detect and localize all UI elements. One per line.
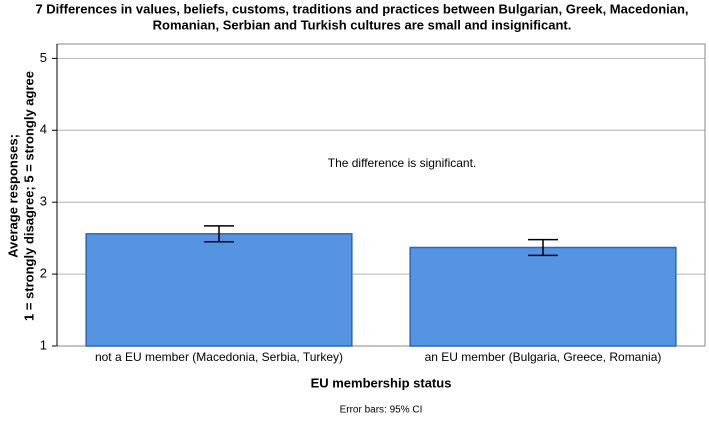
error-bar	[204, 225, 234, 243]
y-axis-title-line: Average responses;	[5, 134, 20, 258]
y-tick-label: 4	[40, 122, 47, 137]
y-axis-title-line: 1 = strongly disagree; 5 = strongly agre…	[21, 71, 36, 321]
bar	[409, 246, 677, 347]
x-tick-label: an EU member (Bulgaria, Greece, Romania)	[425, 350, 662, 364]
footnote: Error bars: 95% CI	[340, 405, 423, 416]
y-axis-title: Average responses; 1 = strongly disagree…	[5, 71, 36, 321]
y-tick-label: 1	[40, 337, 47, 352]
chart-title: Romanian, Serbian and Turkish cultures a…	[153, 17, 572, 32]
y-tick-label: 3	[40, 194, 47, 209]
annotation: The difference is significant.	[328, 156, 477, 170]
bar	[85, 233, 353, 347]
y-tick-label: 2	[40, 266, 47, 281]
x-tick-label: not a EU member (Macedonia, Serbia, Turk…	[95, 350, 343, 364]
y-tick-label: 5	[40, 50, 47, 65]
error-bar	[528, 238, 558, 257]
chart-title: 7 Differences in values, beliefs, custom…	[35, 1, 688, 16]
x-axis-title: EU membership status	[311, 375, 452, 390]
